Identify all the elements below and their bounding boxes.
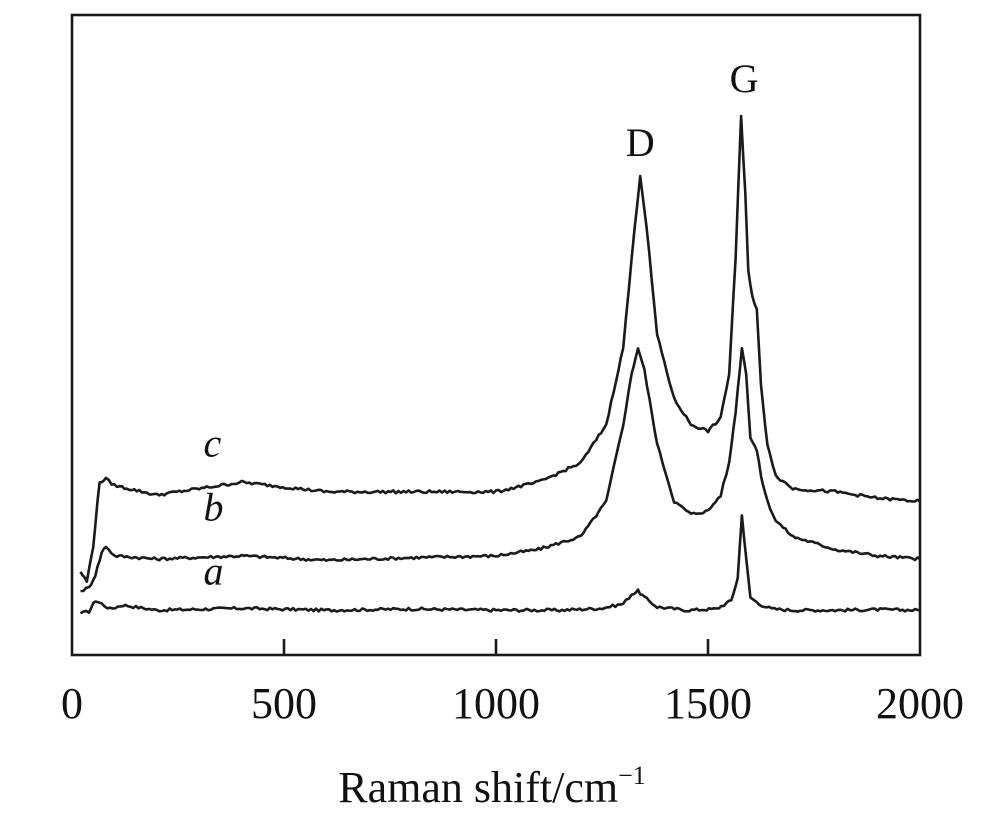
x-tick-label: 1500 (664, 679, 752, 728)
series-line-c (79, 114, 921, 583)
labels-layer: abc D G (203, 56, 758, 594)
peak-label-D: D (626, 120, 655, 165)
series-layer (79, 114, 921, 615)
plot-frame (70, 13, 922, 657)
x-axis-title-superscript: −1 (618, 761, 646, 790)
x-tick-label: 500 (251, 679, 317, 728)
series-line-a (79, 514, 921, 615)
x-tick-label: 1000 (452, 679, 540, 728)
series-label-a: a (203, 549, 223, 594)
series-label-c: c (203, 421, 221, 466)
x-axis-title-text: Raman shift/cm (338, 763, 618, 812)
peak-label-G: G (730, 56, 759, 101)
series-label-b: b (203, 485, 223, 530)
x-axis-ticks: 0 500 1000 1500 2000 (61, 639, 964, 728)
x-axis-title: Raman shift/cm−1 (338, 761, 646, 812)
x-tick-label: 2000 (876, 679, 964, 728)
x-tick-label: 0 (61, 679, 83, 728)
series-line-b (80, 346, 921, 593)
